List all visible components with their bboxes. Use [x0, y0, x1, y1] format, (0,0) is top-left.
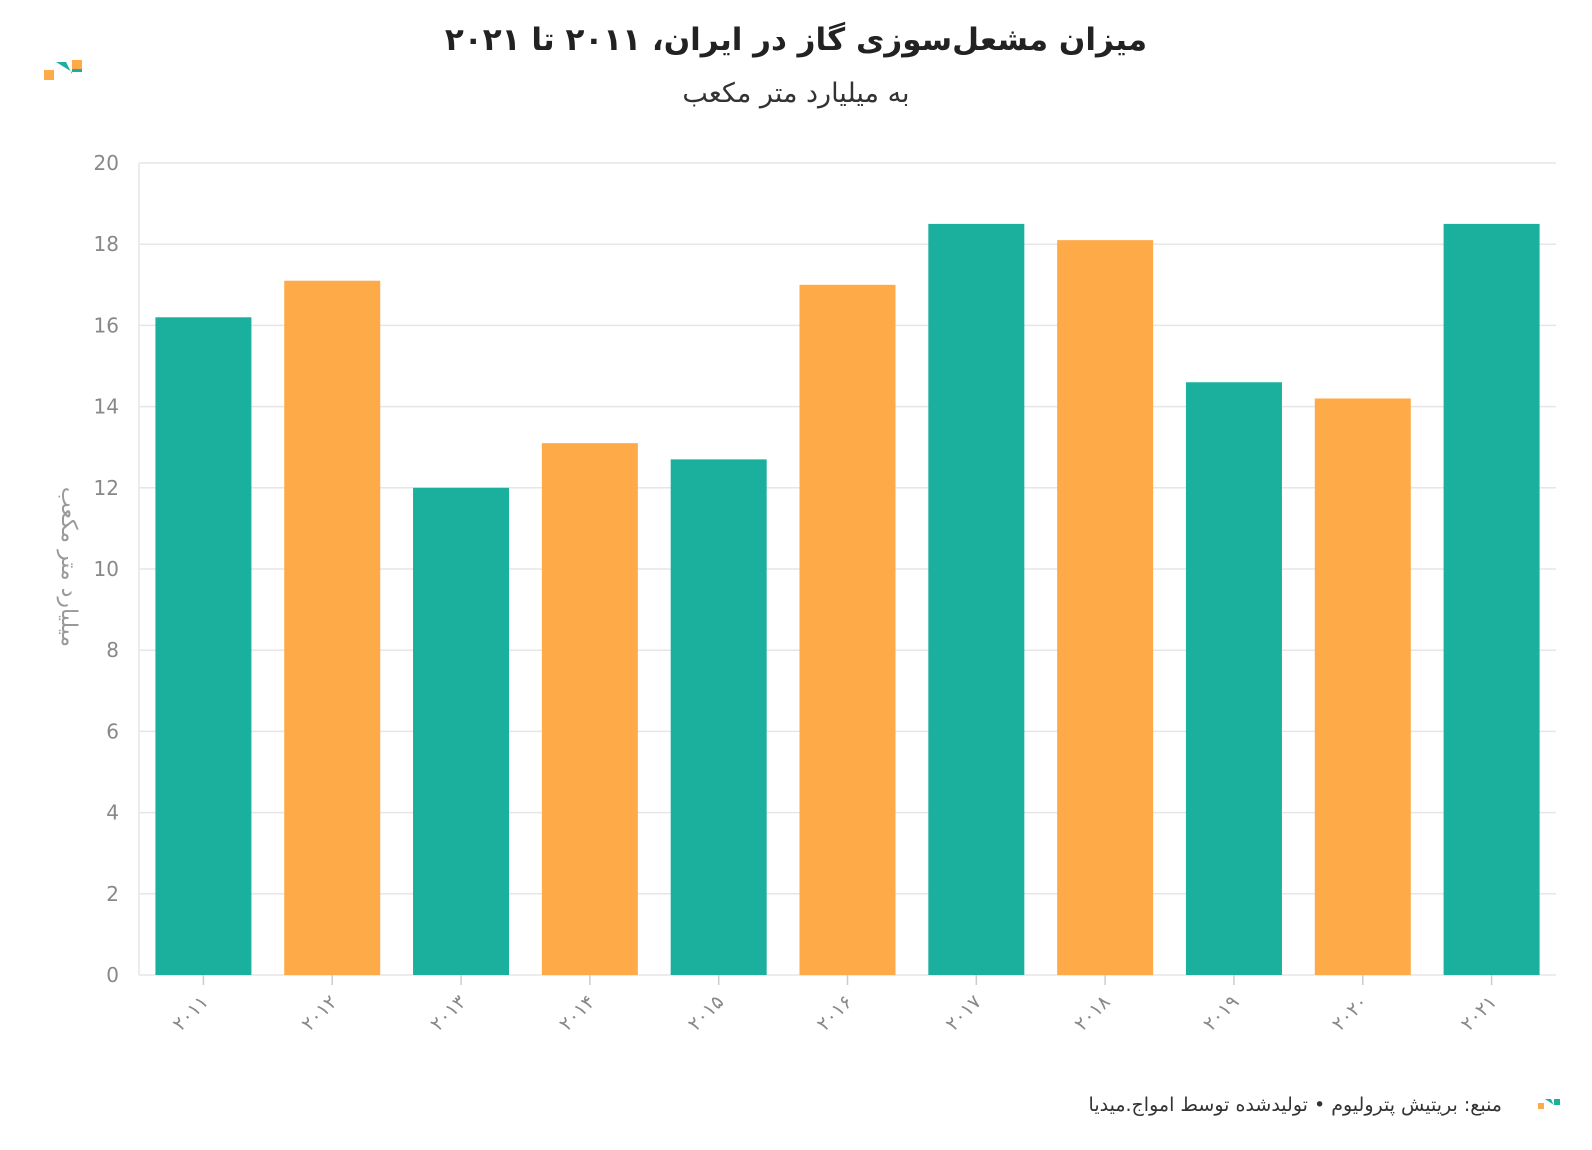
y-tick-label: 2: [106, 882, 119, 906]
bar: [799, 284, 896, 975]
bar: [1314, 398, 1411, 976]
source-footer: منبع: بریتیش پترولیوم • تولیدشده توسط ام…: [1088, 1094, 1502, 1116]
x-tick-label: ۲۰۱۲: [297, 991, 341, 1035]
bar: [1185, 382, 1282, 975]
bar: [413, 487, 510, 975]
y-tick-label: 10: [94, 557, 119, 581]
chart-title: میزان مشعل‌سوزی گاز در ایران، ۲۰۱۱ تا ۲۰…: [444, 22, 1148, 58]
bar: [541, 443, 638, 975]
y-tick-label: 18: [94, 232, 119, 256]
y-tick-label: 8: [106, 638, 119, 662]
y-tick-label: 4: [106, 801, 119, 825]
y-tick-label: 16: [94, 313, 119, 337]
footer-logo-icon: [1538, 1099, 1560, 1109]
x-tick-label: ۲۰۱۶: [813, 991, 857, 1035]
bar: [155, 317, 252, 975]
y-tick-label: 12: [94, 476, 119, 500]
x-tick-label: ۲۰۱۹: [1199, 991, 1243, 1035]
bar: [928, 223, 1025, 975]
y-tick-label: 20: [94, 151, 119, 175]
chart-subtitle: به میلیارد متر مکعب: [682, 78, 910, 109]
bar: [1057, 240, 1154, 975]
bar: [670, 459, 767, 975]
brand-logo: [44, 60, 82, 80]
x-tick-label: ۲۰۱۴: [555, 991, 599, 1035]
x-tick-label: ۲۰۱۵: [684, 991, 728, 1035]
bar: [284, 280, 381, 975]
x-tick-label: ۲۰۱۳: [426, 991, 470, 1035]
y-tick-label: 14: [94, 395, 119, 419]
x-tick-label: ۲۰۱۸: [1070, 991, 1114, 1035]
y-tick-label: 0: [106, 963, 119, 987]
y-axis-title: میلیارد متر مکعب: [56, 487, 81, 647]
x-tick-label: ۲۰۲۱: [1457, 991, 1501, 1035]
x-tick-label: ۲۰۱۷: [941, 991, 985, 1035]
y-tick-label: 6: [106, 719, 119, 743]
x-tick-label: ۲۰۲۰: [1328, 991, 1372, 1035]
x-tick-label: ۲۰۱۱: [169, 991, 213, 1035]
bar: [1443, 223, 1540, 975]
